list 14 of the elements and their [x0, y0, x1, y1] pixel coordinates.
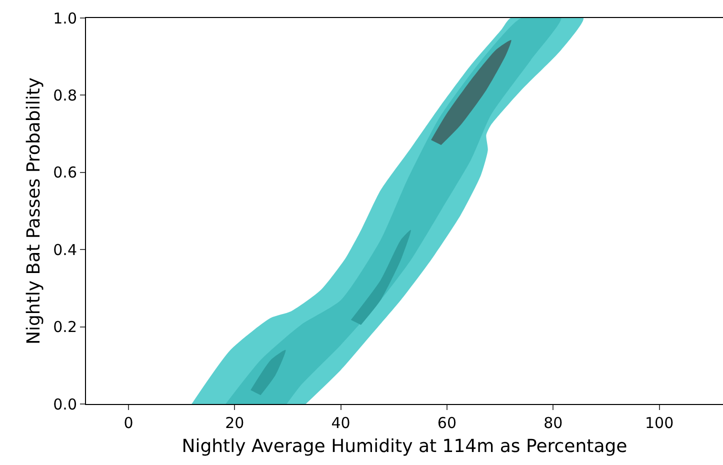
x-tick-label: 0: [124, 414, 134, 432]
y-axis-title: Nightly Bat Passes Probability: [23, 77, 44, 345]
x-axis-title: Nightly Average Humidity at 114m as Percentage: [182, 436, 628, 458]
x-tick-label: 40: [331, 414, 350, 432]
x-tick-label: 20: [225, 414, 244, 432]
x-tick-label: 80: [544, 414, 563, 432]
y-tick-label: 0.2: [53, 318, 77, 336]
y-tick-label: 0.6: [53, 164, 77, 182]
y-tick-label: 1.0: [53, 9, 77, 28]
y-tick-label: 0.4: [53, 240, 77, 259]
x-tick-label: 100: [644, 414, 674, 432]
y-tick-label: 0.8: [53, 86, 77, 104]
y-tick-label: 0.0: [53, 395, 77, 414]
x-tick-label: 60: [437, 414, 457, 432]
